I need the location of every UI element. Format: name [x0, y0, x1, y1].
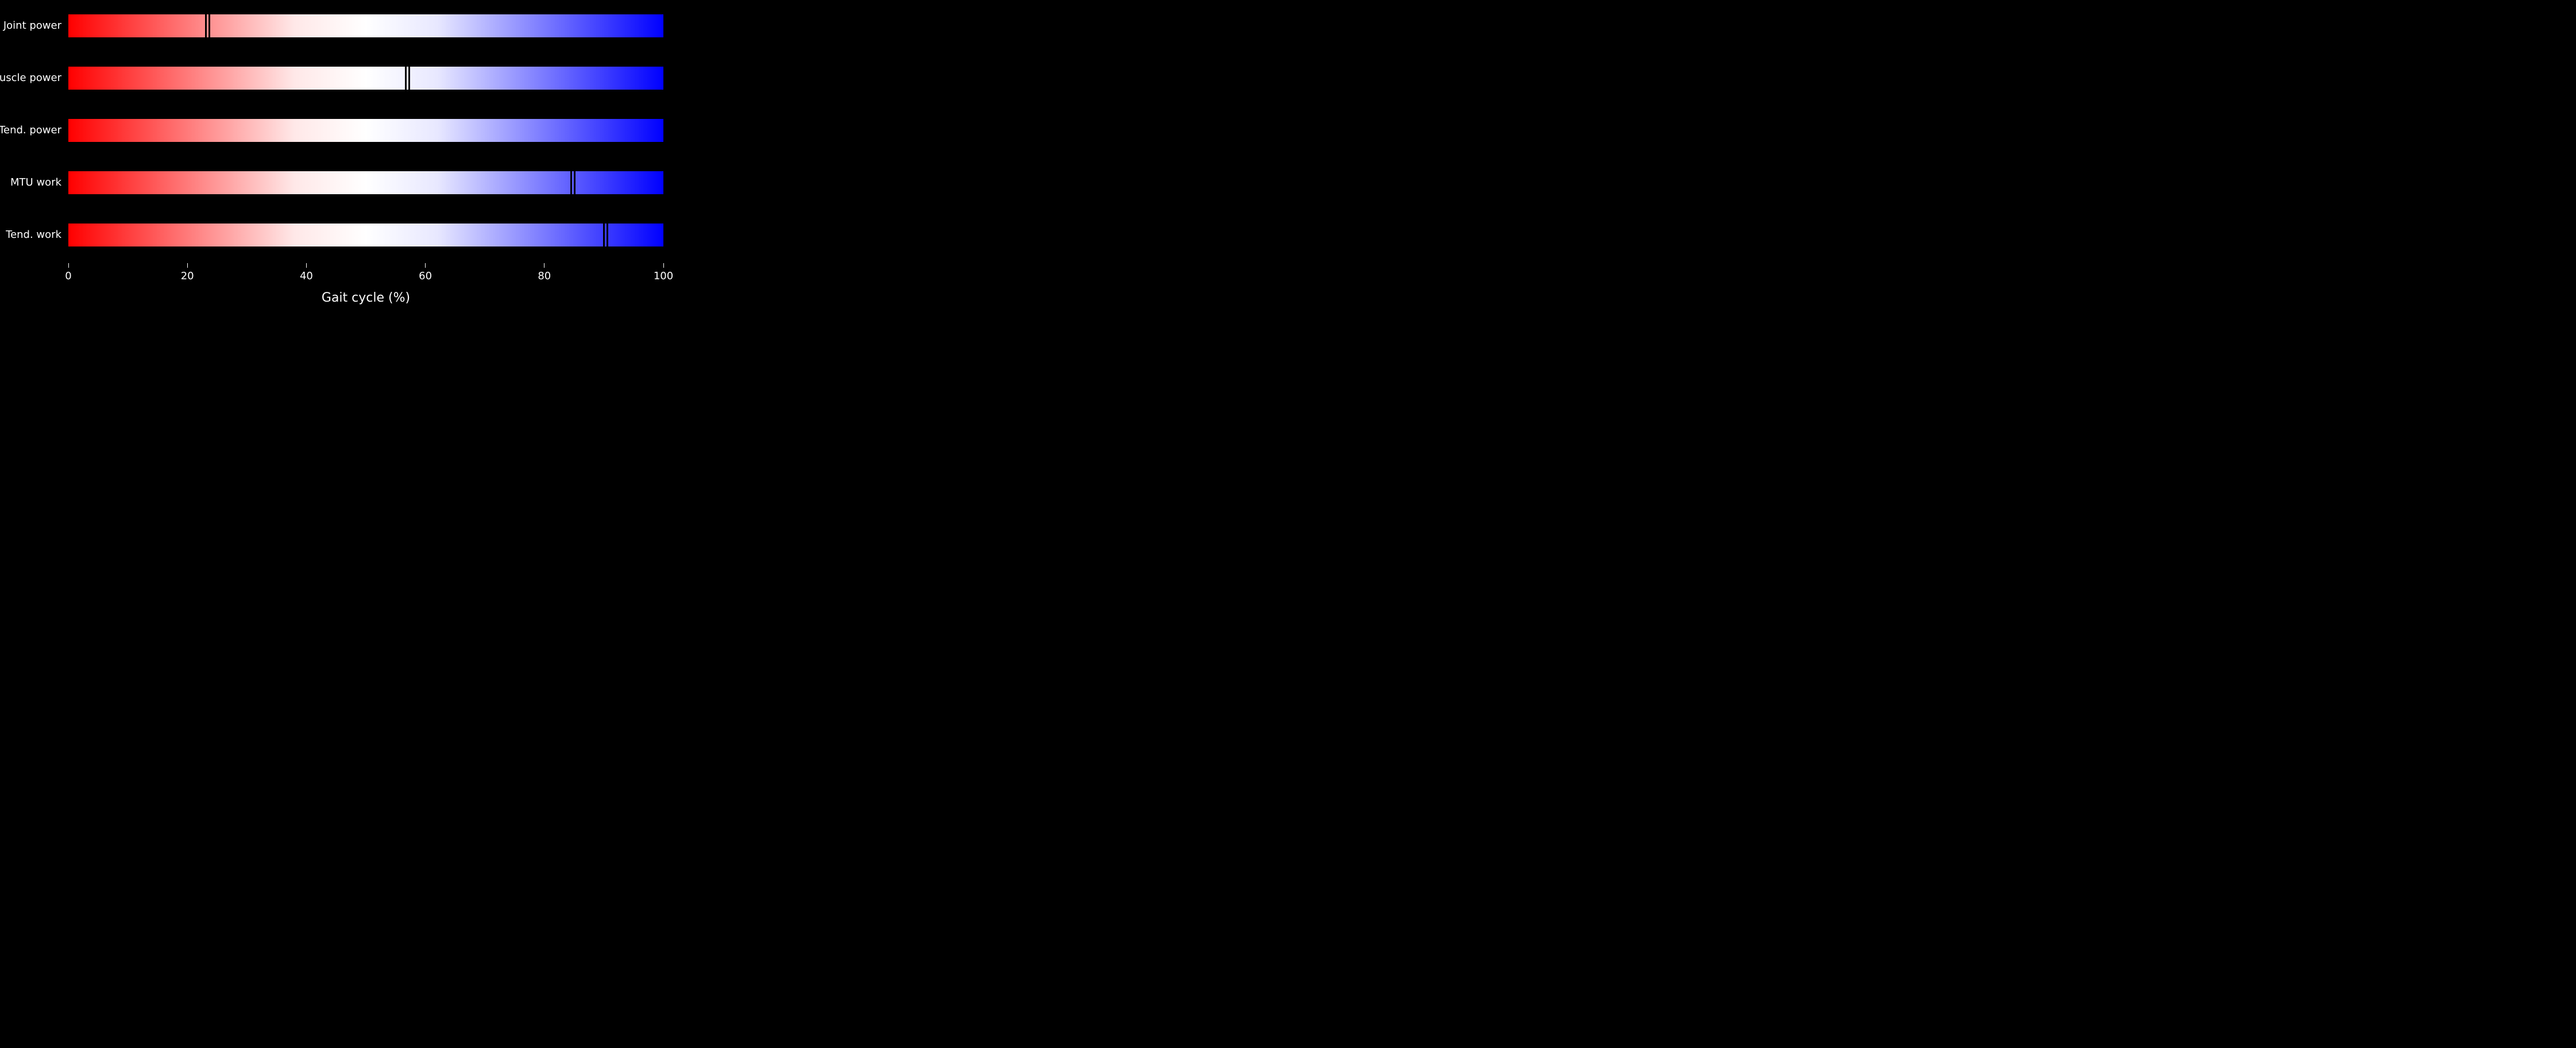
y-axis-label: Tend. power — [0, 124, 61, 136]
x-axis-tick — [187, 263, 188, 268]
spectrum-bar — [68, 14, 663, 37]
gait-marker — [205, 14, 207, 37]
x-axis-tick-label: 100 — [654, 270, 673, 282]
gait-spectrum-figure: Joint power Muscle power Tend. power MTU wo… — [0, 0, 859, 349]
x-axis-tick-label: 80 — [538, 270, 551, 282]
y-axis-label: Tend. work — [6, 229, 61, 241]
x-axis-tick-label: 0 — [65, 270, 71, 282]
spectrum-bar — [68, 224, 663, 246]
gait-marker — [607, 224, 608, 246]
spectrum-bar — [68, 119, 663, 142]
x-axis-tick — [663, 263, 664, 268]
y-axis-label: Muscle power — [0, 72, 61, 84]
spectrum-bar — [68, 67, 663, 90]
y-axis-label: MTU work — [10, 176, 61, 188]
y-axis-label: Joint power — [3, 20, 61, 32]
x-axis-tick-label: 60 — [419, 270, 432, 282]
gait-marker — [603, 224, 605, 246]
x-axis-tick — [306, 263, 307, 268]
gait-marker — [574, 171, 576, 194]
x-axis-tick — [68, 263, 69, 268]
x-axis-tick-label: 20 — [181, 270, 194, 282]
x-axis-tick — [425, 263, 426, 268]
plot-area — [68, 14, 663, 263]
x-axis-tick-label: 40 — [300, 270, 313, 282]
gait-marker — [408, 67, 410, 90]
gait-marker — [208, 14, 210, 37]
gait-marker — [405, 67, 407, 90]
x-axis-title: Gait cycle (%) — [322, 291, 410, 305]
gait-marker — [570, 171, 572, 194]
